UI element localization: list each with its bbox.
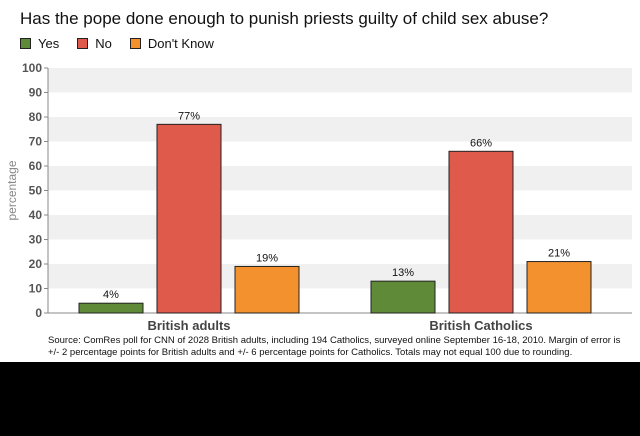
y-tick-label: 0 [35, 306, 42, 320]
y-tick-label: 90 [29, 86, 43, 100]
y-tick-label: 40 [29, 208, 43, 222]
y-tick-label: 10 [29, 282, 43, 296]
grid-band [48, 92, 632, 117]
y-tick-label: 20 [29, 257, 43, 271]
data-label: 4% [103, 289, 119, 301]
bar-british-catholics-no [448, 150, 514, 314]
grid-band [48, 141, 632, 166]
data-label: 77% [178, 110, 200, 122]
grid-band [48, 166, 632, 191]
chart-panel: Has the pope done enough to punish pries… [0, 0, 640, 362]
grid-band [48, 239, 632, 264]
y-tick-label: 80 [29, 110, 43, 124]
legend-label-yes: Yes [38, 36, 60, 51]
y-tick-label: 70 [29, 135, 43, 149]
grid-band [48, 215, 632, 240]
legend-swatch-yes [20, 38, 31, 49]
bar-british-adults-yes [78, 302, 144, 314]
y-tick-label: 50 [29, 184, 43, 198]
bar-chart: 0 10 20 30 40 50 60 70 80 90 100 percentage 4% 77% 19%… [5, 61, 632, 333]
y-tick-label: 60 [29, 159, 43, 173]
y-axis-label: percentage [5, 160, 19, 220]
grid-band [48, 68, 632, 93]
legend-swatch-dont-know [129, 38, 141, 49]
category-label: British Catholics [429, 318, 532, 333]
y-tick-label: 100 [22, 61, 42, 75]
data-label: 19% [256, 252, 278, 264]
source-note: Source: ComRes poll for CNN of 2028 Brit… [48, 335, 621, 358]
data-label: 13% [392, 267, 414, 279]
legend-item-yes: Yes [20, 36, 59, 51]
legend: Yes No Don't Know [20, 36, 232, 51]
legend-label-no: No [95, 36, 112, 51]
legend-item-dont-know: Don't Know [129, 36, 214, 51]
bar-british-adults-no [156, 123, 222, 314]
legend-label-dont-know: Don't Know [147, 36, 214, 51]
legend-item-no: No [77, 36, 112, 51]
bar-british-catholics-yes [370, 280, 436, 314]
data-label: 21% [548, 248, 570, 260]
grid-band [48, 190, 632, 215]
grid-band [48, 117, 632, 142]
legend-swatch-no [77, 38, 89, 49]
y-tick-label: 30 [29, 233, 43, 247]
data-label: 66% [470, 137, 492, 149]
bar-british-catholics-don-t-know [526, 261, 592, 314]
category-label: British adults [147, 318, 230, 333]
bar-british-adults-don-t-know [234, 265, 300, 314]
chart-title: Has the pope done enough to punish pries… [20, 9, 549, 28]
